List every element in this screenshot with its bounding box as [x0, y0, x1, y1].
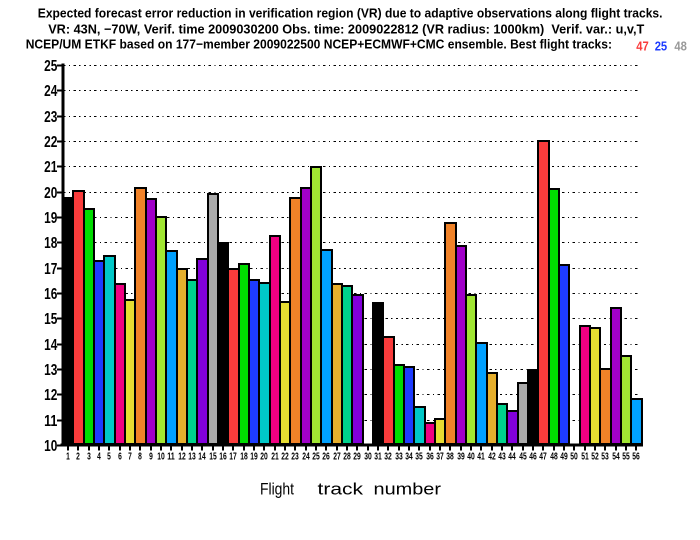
svg-text:30: 30	[364, 451, 372, 462]
svg-text:36: 36	[426, 451, 434, 462]
svg-text:22: 22	[44, 134, 57, 151]
svg-text:50: 50	[570, 451, 578, 462]
svg-text:3: 3	[87, 451, 91, 462]
svg-text:25: 25	[44, 58, 57, 75]
svg-text:NCEP/UM ETKF based on 177−memb: NCEP/UM ETKF based on 177−member 2009022…	[26, 36, 612, 51]
svg-text:12: 12	[178, 451, 186, 462]
svg-text:18: 18	[240, 451, 248, 462]
svg-text:51: 51	[581, 451, 589, 462]
svg-text:47: 47	[539, 451, 547, 462]
svg-text:12: 12	[44, 387, 57, 404]
svg-text:43: 43	[498, 451, 506, 462]
svg-text:21: 21	[44, 159, 57, 176]
svg-text:11: 11	[44, 413, 57, 430]
svg-text:27: 27	[333, 451, 341, 462]
svg-text:Flight: Flight	[260, 481, 294, 499]
svg-text:23: 23	[44, 109, 57, 126]
svg-text:1: 1	[66, 451, 70, 462]
svg-text:47: 47	[636, 39, 649, 54]
svg-text:20: 20	[44, 185, 57, 202]
svg-text:33: 33	[395, 451, 403, 462]
svg-text:28: 28	[343, 451, 351, 462]
svg-text:55: 55	[622, 451, 630, 462]
svg-text:13: 13	[188, 451, 196, 462]
svg-text:20: 20	[260, 451, 268, 462]
svg-text:5: 5	[107, 451, 111, 462]
svg-text:44: 44	[508, 451, 516, 462]
svg-text:15: 15	[44, 311, 57, 328]
svg-text:41: 41	[477, 451, 485, 462]
svg-text:48: 48	[674, 39, 687, 54]
svg-text:2: 2	[76, 451, 80, 462]
svg-text:46: 46	[529, 451, 537, 462]
svg-text:56: 56	[632, 451, 640, 462]
svg-text:32: 32	[384, 451, 392, 462]
svg-text:10: 10	[157, 451, 165, 462]
svg-text:45: 45	[519, 451, 527, 462]
svg-text:34: 34	[405, 451, 413, 462]
svg-text:18: 18	[44, 235, 57, 252]
svg-text:53: 53	[601, 451, 609, 462]
svg-text:25: 25	[312, 451, 320, 462]
svg-text:42: 42	[488, 451, 496, 462]
svg-text:26: 26	[322, 451, 330, 462]
svg-text:8: 8	[138, 451, 142, 462]
svg-text:52: 52	[591, 451, 599, 462]
svg-text:VR: 43N, −70W, Verif. time 200: VR: 43N, −70W, Verif. time 2009030200 Ob…	[48, 22, 644, 37]
svg-text:22: 22	[281, 451, 289, 462]
svg-text:23: 23	[291, 451, 299, 462]
svg-text:24: 24	[44, 83, 57, 100]
svg-text:19: 19	[44, 210, 57, 227]
svg-text:24: 24	[302, 451, 310, 462]
svg-text:17: 17	[229, 451, 237, 462]
svg-text:6: 6	[118, 451, 122, 462]
svg-text:40: 40	[467, 451, 475, 462]
svg-text:21: 21	[271, 451, 279, 462]
svg-text:track: track	[318, 481, 365, 499]
svg-text:13: 13	[44, 362, 57, 379]
svg-text:31: 31	[374, 451, 382, 462]
svg-text:number: number	[374, 481, 442, 499]
svg-text:7: 7	[128, 451, 132, 462]
svg-text:14: 14	[198, 451, 206, 462]
svg-text:4: 4	[97, 451, 101, 462]
svg-text:37: 37	[436, 451, 444, 462]
svg-text:Expected forecast error reduct: Expected forecast error reduction in ver…	[38, 6, 663, 21]
svg-text:16: 16	[219, 451, 227, 462]
svg-text:11: 11	[167, 451, 175, 462]
svg-text:15: 15	[209, 451, 217, 462]
svg-text:16: 16	[44, 286, 57, 303]
svg-text:49: 49	[560, 451, 568, 462]
svg-text:38: 38	[446, 451, 454, 462]
svg-text:25: 25	[655, 39, 668, 54]
svg-text:35: 35	[415, 451, 423, 462]
svg-text:39: 39	[457, 451, 465, 462]
svg-text:17: 17	[44, 261, 57, 278]
svg-text:14: 14	[44, 337, 57, 354]
svg-text:54: 54	[612, 451, 620, 462]
svg-text:29: 29	[353, 451, 361, 462]
svg-text:48: 48	[550, 451, 558, 462]
svg-text:19: 19	[250, 451, 258, 462]
svg-text:10: 10	[44, 438, 57, 455]
svg-text:9: 9	[149, 451, 153, 462]
